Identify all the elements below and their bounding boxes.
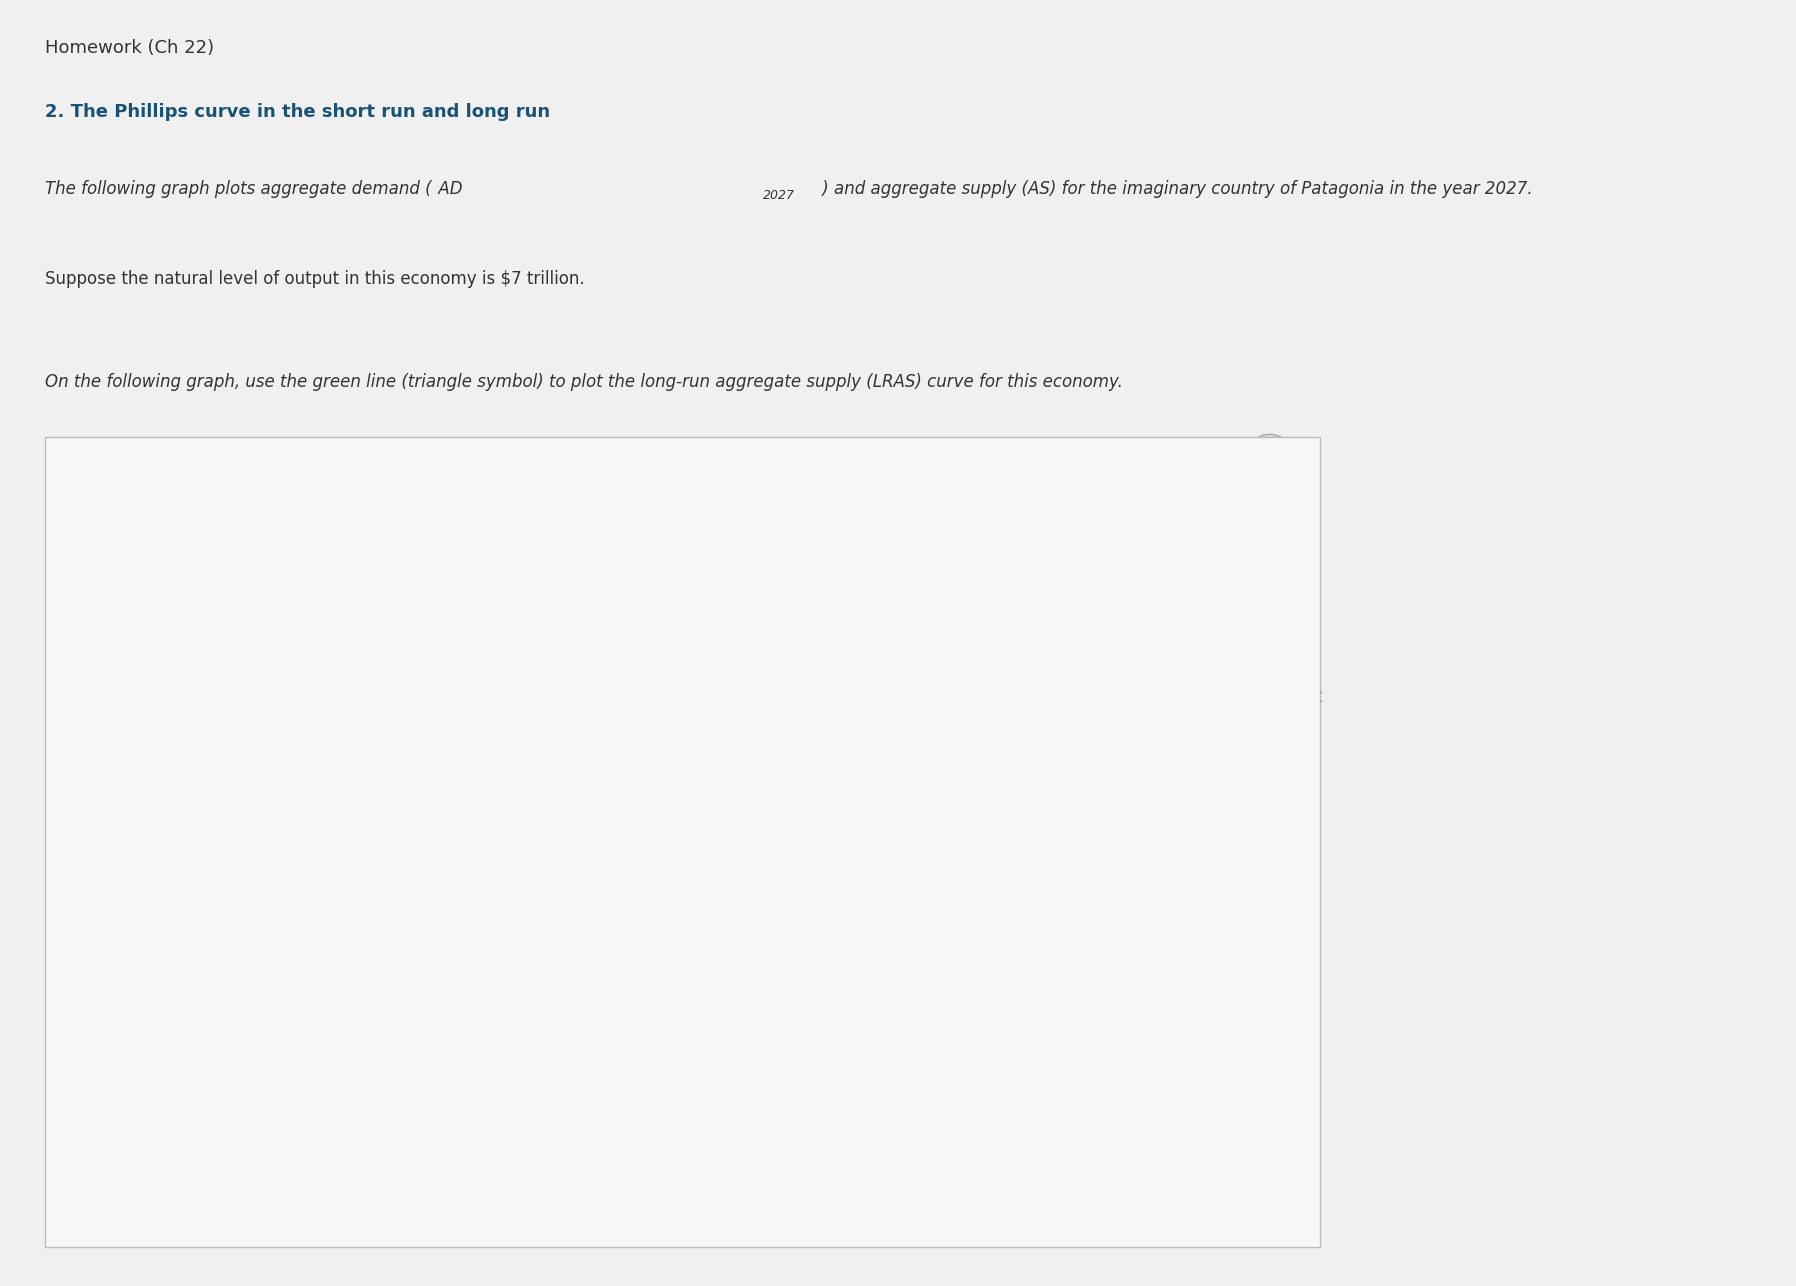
Text: 2027: 2027 xyxy=(763,189,796,202)
Text: Homework (Ch 22): Homework (Ch 22) xyxy=(45,39,214,57)
Text: B: B xyxy=(848,1061,857,1074)
Text: AD: AD xyxy=(248,876,269,891)
Text: A: A xyxy=(848,970,857,983)
Text: LRAS: LRAS xyxy=(1277,563,1315,579)
Text: Outcome C: Outcome C xyxy=(1236,691,1322,706)
Text: B: B xyxy=(548,865,559,880)
Text: 2. The Phillips curve in the short run and long run: 2. The Phillips curve in the short run a… xyxy=(45,103,550,121)
Text: Suppose the natural level of output in this economy is $7 trillion.: Suppose the natural level of output in t… xyxy=(45,270,584,288)
Text: 2027: 2027 xyxy=(345,914,377,927)
Text: AS: AS xyxy=(605,629,627,644)
Text: AD: AD xyxy=(753,931,774,946)
Text: ?: ? xyxy=(1264,449,1275,467)
Text: A: A xyxy=(548,721,557,737)
Text: AD: AD xyxy=(753,1022,774,1038)
Text: ) and aggregate supply (AS) for the imaginary country of Patagonia in the year 2: ) and aggregate supply (AS) for the imag… xyxy=(817,180,1532,198)
Text: On the following graph, use the green line (triangle symbol) to plot the long-ru: On the following graph, use the green li… xyxy=(45,373,1122,391)
Text: The following graph plots aggregate demand (  AD: The following graph plots aggregate dema… xyxy=(45,180,462,198)
Circle shape xyxy=(1246,435,1293,481)
Y-axis label: PRICE LEVEL: PRICE LEVEL xyxy=(117,799,131,886)
